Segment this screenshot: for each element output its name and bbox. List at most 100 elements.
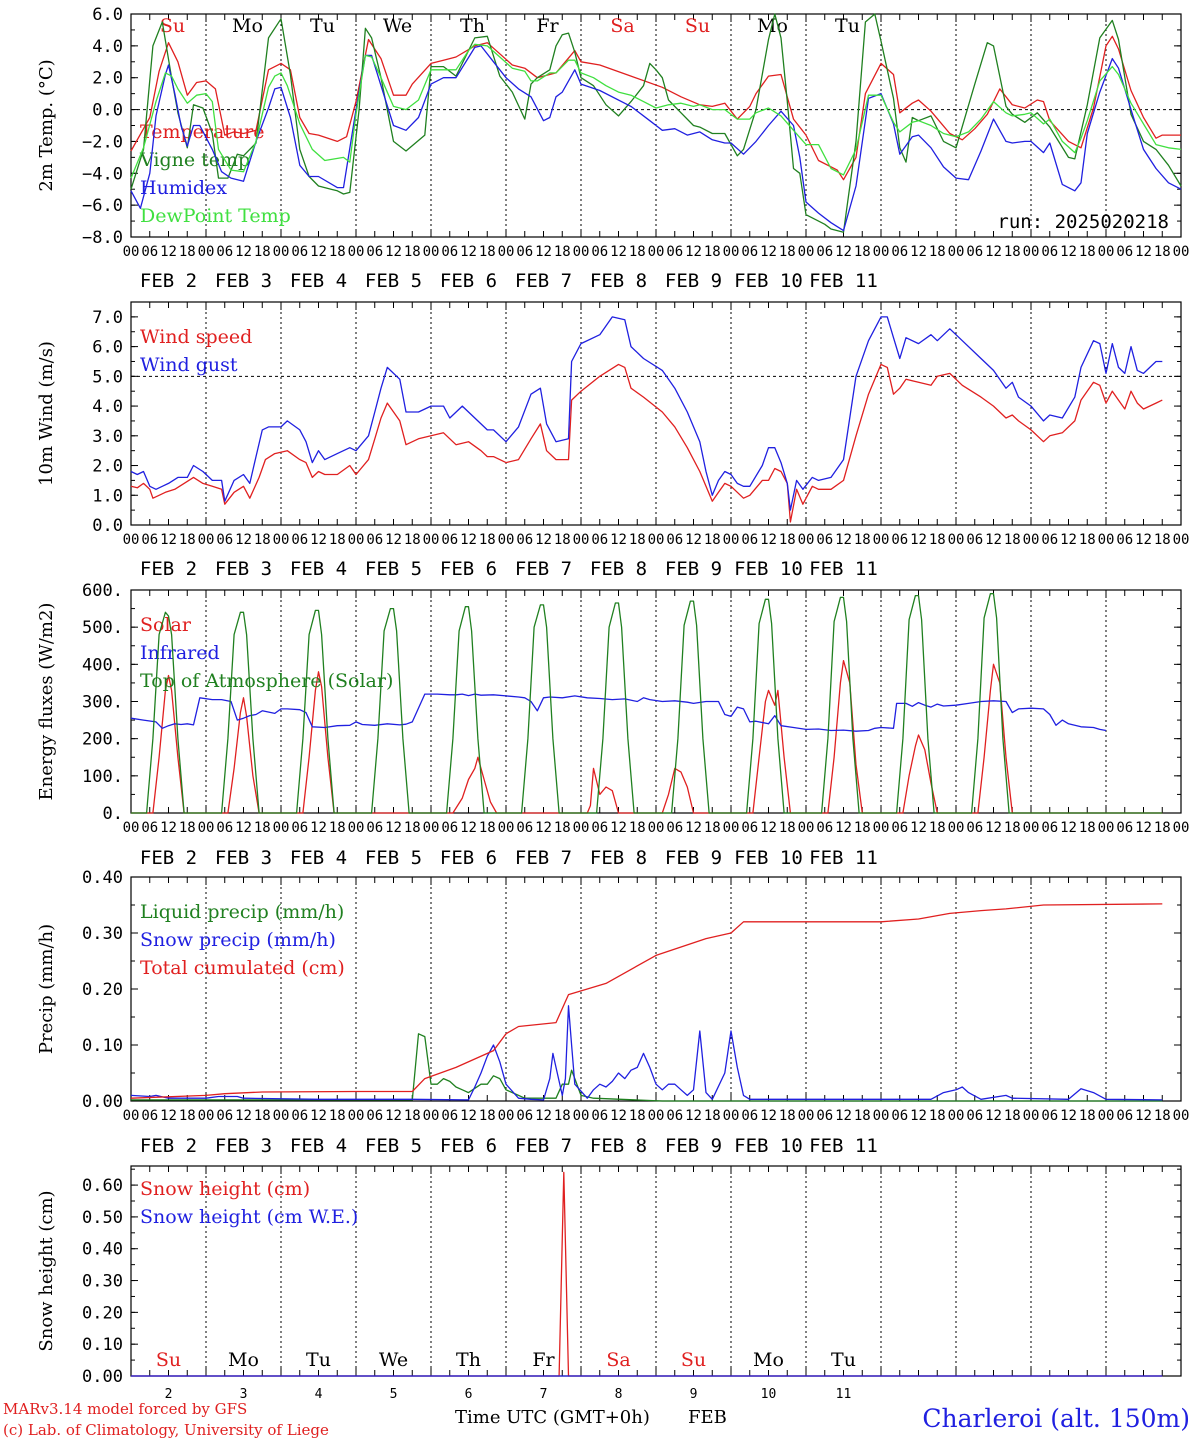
date-label: FEB 2 <box>140 847 197 869</box>
hour-tick-label: 18 <box>1079 820 1096 836</box>
hour-tick-label: 00 <box>498 532 515 548</box>
hour-tick-label: 06 <box>1041 1108 1058 1124</box>
hour-tick-label: 06 <box>291 820 308 836</box>
y-tick-label: 5.0 <box>92 367 123 387</box>
legend-entry: DewPoint Temp <box>140 205 291 227</box>
y-tick-label: 0.30 <box>82 1272 123 1292</box>
hour-tick-label: 06 <box>441 532 458 548</box>
hour-tick-label: 12 <box>985 532 1002 548</box>
series-line-dewpoint-temp <box>130 43 1182 179</box>
date-label: FEB 7 <box>515 558 572 580</box>
hour-tick-label: 00 <box>498 820 515 836</box>
legend-entry: Solar <box>140 614 192 636</box>
date-label: FEB 8 <box>590 270 647 292</box>
hour-tick-label: 18 <box>1004 244 1021 260</box>
hour-tick-label: 12 <box>760 1108 777 1124</box>
hour-tick-label: 12 <box>685 820 702 836</box>
hour-tick-label: 06 <box>666 532 683 548</box>
day-letter: Th <box>456 1349 481 1371</box>
y-tick-label: 0.30 <box>82 924 123 944</box>
day-number: 2 <box>165 1387 173 1402</box>
hour-tick-label: 12 <box>835 532 852 548</box>
hour-tick-label: 18 <box>554 820 571 836</box>
hour-tick-label: 18 <box>254 820 271 836</box>
date-label: FEB 10 <box>734 270 803 292</box>
day-letter: Tu <box>310 15 335 37</box>
hour-tick-label: 00 <box>498 244 515 260</box>
date-label: FEB 10 <box>734 1135 803 1157</box>
date-label: FEB 4 <box>290 847 347 869</box>
hour-tick-label: 12 <box>385 244 402 260</box>
hour-tick-label: 00 <box>948 820 965 836</box>
hour-tick-label: 12 <box>685 244 702 260</box>
hour-tick-label: 00 <box>873 532 890 548</box>
xaxis-label: Time UTC (GMT+0h) <box>455 1407 650 1428</box>
date-label: FEB 4 <box>290 558 347 580</box>
y-tick-label: 0.10 <box>82 1036 123 1056</box>
legend-entry: Snow height (cm W.E.) <box>140 1206 358 1228</box>
hour-tick-label: 00 <box>423 532 440 548</box>
date-label: FEB 7 <box>515 270 572 292</box>
date-label: FEB 5 <box>365 1135 422 1157</box>
hour-tick-label: 06 <box>216 244 233 260</box>
hour-tick-label: 12 <box>1135 244 1152 260</box>
hour-tick-label: 00 <box>423 244 440 260</box>
date-label: FEB 6 <box>440 1135 497 1157</box>
hour-tick-label: 12 <box>910 820 927 836</box>
hour-tick-label: 00 <box>273 820 290 836</box>
hour-tick-label: 00 <box>198 244 215 260</box>
hour-tick-label: 18 <box>404 244 421 260</box>
day-letter: Su <box>156 1349 181 1371</box>
hour-tick-label: 06 <box>666 1108 683 1124</box>
y-tick-label: 6.0 <box>92 5 123 25</box>
hour-tick-label: 12 <box>535 244 552 260</box>
hour-tick-label: 12 <box>685 1108 702 1124</box>
hour-tick-label: 00 <box>1023 820 1040 836</box>
hour-tick-label: 06 <box>891 244 908 260</box>
hour-tick-label: 06 <box>741 244 758 260</box>
day-number: 8 <box>615 1387 623 1402</box>
day-letter: Su <box>681 1349 706 1371</box>
hour-tick-label: 12 <box>1060 244 1077 260</box>
date-label: FEB 8 <box>590 847 647 869</box>
y-tick-label: 0.60 <box>82 1176 123 1196</box>
hour-tick-label: 12 <box>610 532 627 548</box>
hour-tick-label: 06 <box>366 532 383 548</box>
station-title: Charleroi (alt. 150m) <box>922 1404 1190 1433</box>
copyright-credit: (c) Lab. of Climatology, University of L… <box>3 1421 329 1439</box>
hour-tick-label: 06 <box>216 1108 233 1124</box>
hour-tick-label: 00 <box>948 244 965 260</box>
hour-tick-label: 18 <box>479 820 496 836</box>
hour-tick-label: 06 <box>1041 532 1058 548</box>
y-tick-label: 0.20 <box>82 980 123 1000</box>
y-tick-label: 0.00 <box>82 1367 123 1387</box>
hour-tick-label: 00 <box>423 1108 440 1124</box>
hour-tick-label: 12 <box>160 244 177 260</box>
hour-tick-label: 06 <box>1041 244 1058 260</box>
day-letter: Mo <box>228 1349 259 1371</box>
date-label: FEB 10 <box>734 847 803 869</box>
hour-tick-label: 00 <box>348 820 365 836</box>
day-number: 5 <box>390 1387 398 1402</box>
hour-tick-label: 06 <box>366 244 383 260</box>
hour-tick-label: 18 <box>1154 532 1171 548</box>
hour-tick-label: 18 <box>854 1108 871 1124</box>
hour-tick-label: 18 <box>1004 532 1021 548</box>
day-letter: Fr <box>532 1349 555 1371</box>
series-line-top-of-atmosphere-solar- <box>131 593 1163 814</box>
hour-tick-label: 18 <box>179 820 196 836</box>
hour-tick-label: 00 <box>723 1108 740 1124</box>
y-tick-label: 500. <box>82 618 123 638</box>
hour-tick-label: 00 <box>198 532 215 548</box>
y-tick-label: 0.20 <box>82 1303 123 1323</box>
date-label: FEB 3 <box>215 847 272 869</box>
hour-tick-label: 00 <box>1173 820 1190 836</box>
hour-tick-label: 18 <box>254 1108 271 1124</box>
y-tick-label: 7.0 <box>92 308 123 328</box>
y-tick-label: −4.0 <box>82 164 123 184</box>
hour-tick-label: 18 <box>1079 1108 1096 1124</box>
chart-panel-wind: 7.0 6.0 5.0 4.0 3.0 2.0 1.0 0.0 10m Wind (m/s) 00… <box>36 301 1189 580</box>
hour-tick-label: 12 <box>385 532 402 548</box>
y-tick-label: 0. <box>103 804 123 824</box>
